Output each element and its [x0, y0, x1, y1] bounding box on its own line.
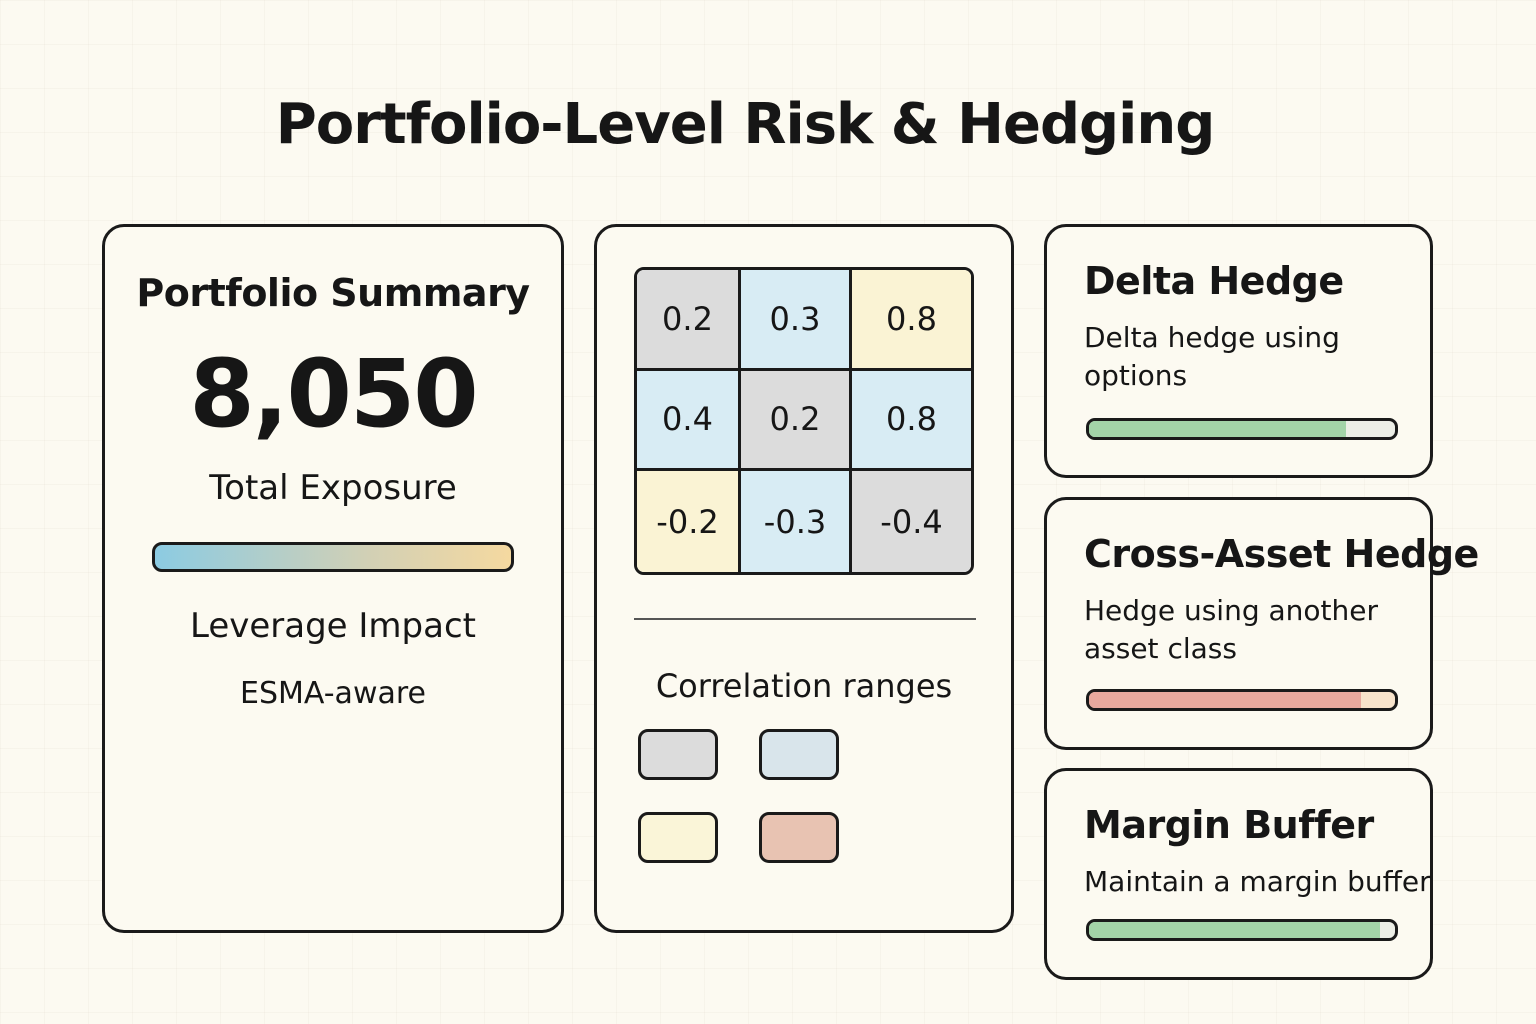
delta-hedge-card: Delta Hedge Delta hedge using options — [1044, 224, 1433, 478]
legend-swatch-yellow — [638, 812, 718, 863]
divider — [634, 618, 976, 620]
hedge-progress-bar — [1086, 689, 1398, 711]
hedge-title: Delta Hedge — [1084, 259, 1344, 303]
cross-asset-hedge-card: Cross-Asset Hedge Hedge using another as… — [1044, 497, 1479, 750]
esma-note: ESMA-aware — [239, 676, 426, 712]
page-title: Portfolio-Level Risk & Hedging — [275, 92, 1216, 157]
hedge-progress-bar — [1086, 418, 1398, 440]
progress-fill — [1089, 692, 1362, 708]
leverage-gradient-bar — [152, 542, 514, 573]
portfolio-summary-card: Portfolio Summary 8,050 Total Exposure L… — [102, 224, 564, 933]
correlation-matrix-card: 0.2 0.3 0.8 0.4 0.2 0.8 -0.2 -0.3 -0.4 C… — [594, 224, 1014, 933]
matrix-cell: -0.2 — [637, 471, 741, 572]
legend-swatch-gray — [638, 729, 718, 780]
margin-buffer-card: Margin Buffer Maintain a margin buffer — [1044, 768, 1433, 980]
matrix-cell: 0.2 — [637, 270, 741, 371]
matrix-cell: 0.2 — [741, 370, 852, 472]
matrix-cell: 0.4 — [637, 370, 741, 472]
leverage-impact-label: Leverage Impact — [189, 606, 476, 647]
matrix-cell: -0.3 — [741, 471, 852, 572]
hedge-title: Cross-Asset Hedge — [1084, 532, 1479, 576]
matrix-cell: 0.3 — [741, 270, 852, 371]
correlation-matrix: 0.2 0.3 0.8 0.4 0.2 0.8 -0.2 -0.3 -0.4 — [634, 267, 974, 575]
progress-fill — [1089, 922, 1380, 938]
hedge-description: Hedge using another asset class — [1084, 594, 1378, 665]
legend-swatch-blue — [759, 729, 839, 780]
progress-fill — [1089, 421, 1347, 437]
hedge-description: Maintain a margin buffer — [1084, 865, 1431, 898]
hedge-progress-bar — [1086, 919, 1398, 941]
hedge-title: Margin Buffer — [1084, 803, 1374, 847]
legend-title: Correlation ranges — [655, 667, 953, 705]
legend-swatch-salmon — [759, 812, 839, 863]
matrix-cell: 0.8 — [852, 370, 971, 472]
summary-heading: Portfolio Summary — [136, 271, 530, 315]
total-exposure-label: Total Exposure — [209, 468, 457, 509]
matrix-cell: -0.4 — [852, 471, 971, 572]
hedge-description: Delta hedge using options — [1084, 321, 1340, 392]
total-exposure-value: 8,050 — [189, 340, 478, 449]
matrix-cell: 0.8 — [852, 270, 971, 371]
